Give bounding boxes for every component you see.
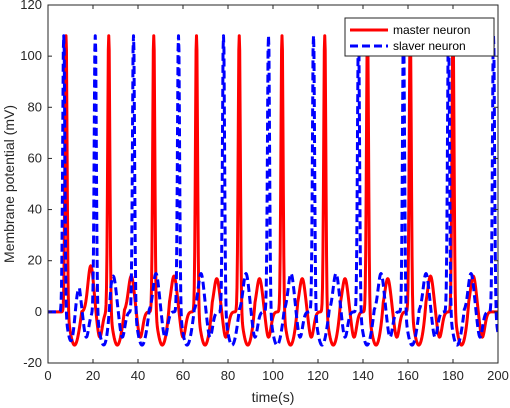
legend-label-master-neuron: master neuron (393, 23, 470, 37)
legend-box (344, 17, 495, 57)
x-tick-label: 160 (397, 368, 419, 383)
legend-label-slaver-neuron: slaver neuron (393, 39, 466, 53)
y-tick-label: 40 (28, 202, 42, 217)
series-layer (48, 34, 498, 347)
x-tick-label: 100 (262, 368, 284, 383)
x-tick-label: 80 (221, 368, 235, 383)
plot-area (48, 5, 498, 363)
y-axis: -20 0 20 40 60 80 100 120 (20, 0, 498, 370)
x-tick-label: 0 (44, 368, 51, 383)
x-axis-title: time(s) (252, 389, 295, 405)
y-tick-label: -20 (23, 355, 42, 370)
x-axis: 0 20 40 60 80 100 120 140 160 180 200 (44, 5, 509, 383)
y-axis-title: Membrane potential (mV) (1, 105, 17, 263)
y-tick-label: 80 (28, 99, 42, 114)
x-tick-label: 40 (131, 368, 145, 383)
y-tick-label: 60 (28, 150, 42, 165)
legend: master neuron slaver neuron (344, 17, 495, 57)
y-tick-label: 120 (20, 0, 42, 12)
series-line-slaver-neuron (48, 34, 498, 347)
y-tick-label: 0 (35, 304, 42, 319)
series-line-master-neuron (48, 34, 498, 347)
y-tick-label: 20 (28, 253, 42, 268)
x-tick-label: 140 (352, 368, 374, 383)
x-tick-label: 120 (307, 368, 329, 383)
x-tick-label: 60 (176, 368, 190, 383)
x-tick-label: 180 (442, 368, 464, 383)
x-tick-label: 20 (86, 368, 100, 383)
x-tick-label: 200 (487, 368, 509, 383)
y-tick-label: 100 (20, 48, 42, 63)
